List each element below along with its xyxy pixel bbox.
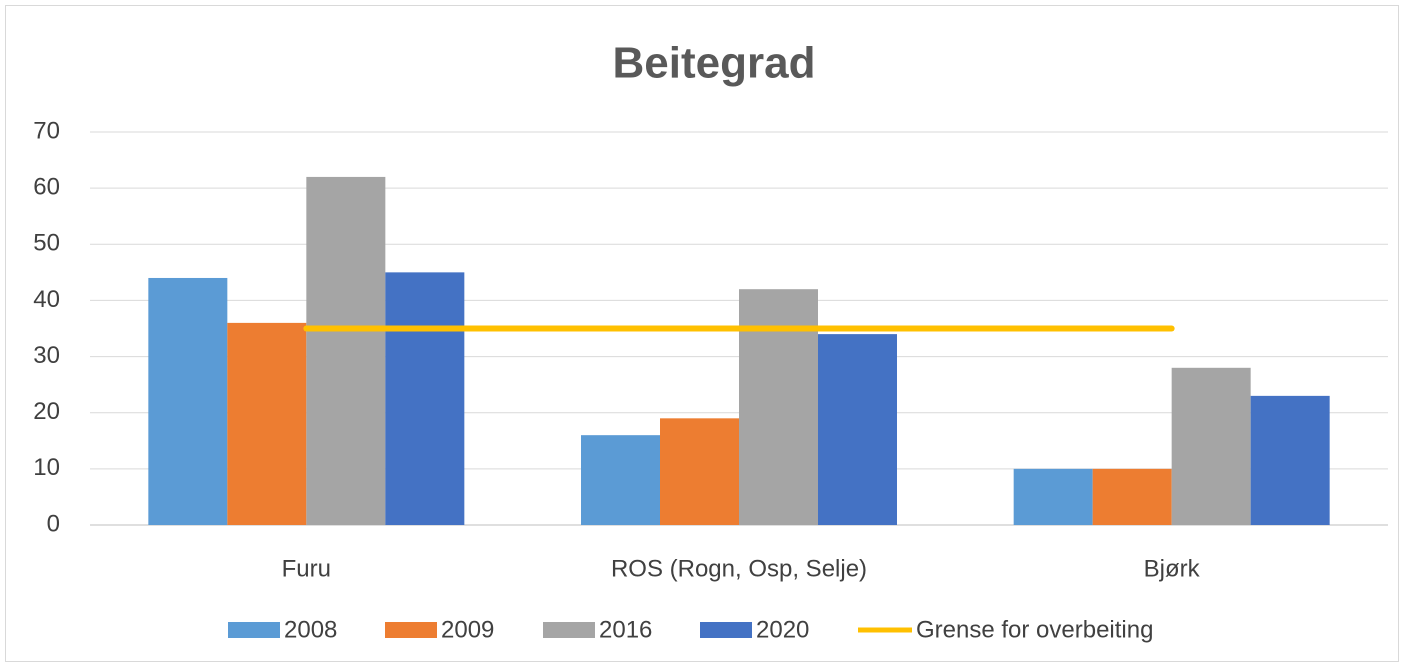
legend-label: 2016 — [599, 616, 652, 643]
bar — [739, 289, 818, 525]
y-tick-label: 30 — [33, 342, 60, 369]
y-tick-label: 0 — [47, 510, 60, 537]
bar — [148, 277, 228, 525]
legend-swatch — [228, 622, 280, 638]
bar — [1013, 468, 1093, 525]
bar — [581, 435, 660, 525]
y-tick-label: 20 — [33, 398, 60, 425]
y-tick-label: 70 — [33, 117, 60, 144]
bar — [1171, 367, 1251, 525]
legend-label: 2020 — [756, 616, 809, 643]
y-tick-label: 60 — [33, 173, 60, 200]
bar — [660, 418, 739, 525]
bar — [306, 176, 386, 525]
x-tick-label: ROS (Rogn, Osp, Selje) — [611, 555, 867, 582]
y-tick-label: 50 — [33, 230, 60, 257]
bar — [818, 334, 897, 525]
legend-label: 2008 — [284, 616, 337, 643]
bar — [1092, 468, 1172, 525]
y-tick-label: 10 — [33, 454, 60, 481]
legend-swatch — [700, 622, 752, 638]
x-tick-label: Bjørk — [1144, 555, 1201, 582]
bar — [385, 272, 465, 525]
y-tick-label: 40 — [33, 286, 60, 313]
legend-swatch — [385, 622, 437, 638]
bar — [227, 322, 307, 525]
legend-swatch — [543, 622, 595, 638]
legend-label: 2009 — [441, 616, 494, 643]
legend-label: Grense for overbeiting — [916, 616, 1153, 643]
x-tick-label: Furu — [282, 555, 331, 582]
bar — [1250, 395, 1330, 525]
chart-title: Beitegrad — [613, 39, 816, 88]
